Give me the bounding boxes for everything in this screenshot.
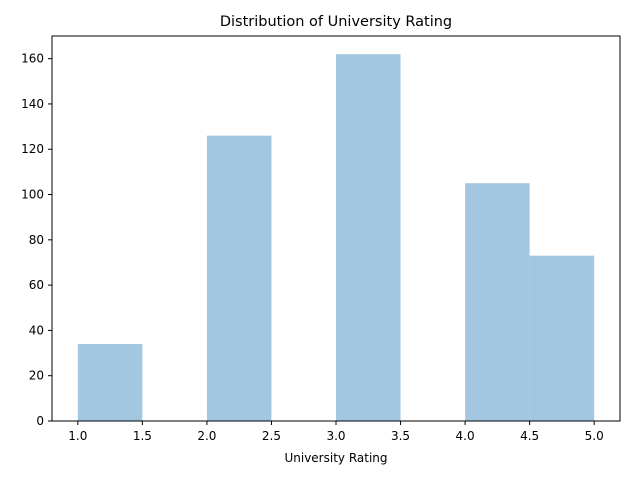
histogram-bar-6 — [465, 183, 530, 421]
x-tick-label-6: 4.0 — [456, 429, 475, 443]
chart-title: Distribution of University Rating — [220, 14, 452, 30]
axes-frame — [51, 35, 621, 422]
y-tick-label-6: 120 — [21, 142, 44, 156]
y-tick-label-3: 60 — [29, 278, 44, 292]
x-axis-label: University Rating — [284, 451, 387, 465]
histogram-bar-2 — [206, 135, 272, 421]
histogram-bar-7 — [529, 255, 595, 421]
y-tick-label-1: 20 — [29, 369, 44, 383]
x-tick-label-1: 1.5 — [133, 429, 152, 443]
y-tick-label-4: 80 — [29, 233, 44, 247]
y-tick-label-5: 100 — [21, 188, 44, 202]
y-axis: 0 20 40 60 80 100 120 140 160 — [21, 52, 52, 428]
x-axis: 1.0 1.5 2.0 2.5 3.0 3.5 4.0 4.5 5.0 — [68, 421, 604, 443]
x-tick-label-0: 1.0 — [68, 429, 87, 443]
histogram-bar-0 — [77, 344, 143, 421]
x-tick-label-7: 4.5 — [520, 429, 539, 443]
x-tick-label-4: 3.0 — [326, 429, 345, 443]
x-tick-label-2: 2.0 — [197, 429, 216, 443]
histogram-bars — [77, 54, 595, 421]
y-tick-label-2: 40 — [29, 323, 44, 337]
y-tick-label-0: 0 — [36, 414, 44, 428]
y-tick-label-7: 140 — [21, 97, 44, 111]
y-tick-label-8: 160 — [21, 52, 44, 66]
histogram-bar-4 — [336, 54, 401, 421]
plot-area: 1.0 1.5 2.0 2.5 3.0 3.5 4.0 4.5 5.0 0 20 40 60 80 100… — [21, 35, 621, 443]
x-tick-label-3: 2.5 — [262, 429, 281, 443]
x-tick-label-5: 3.5 — [391, 429, 410, 443]
x-tick-label-8: 5.0 — [585, 429, 604, 443]
